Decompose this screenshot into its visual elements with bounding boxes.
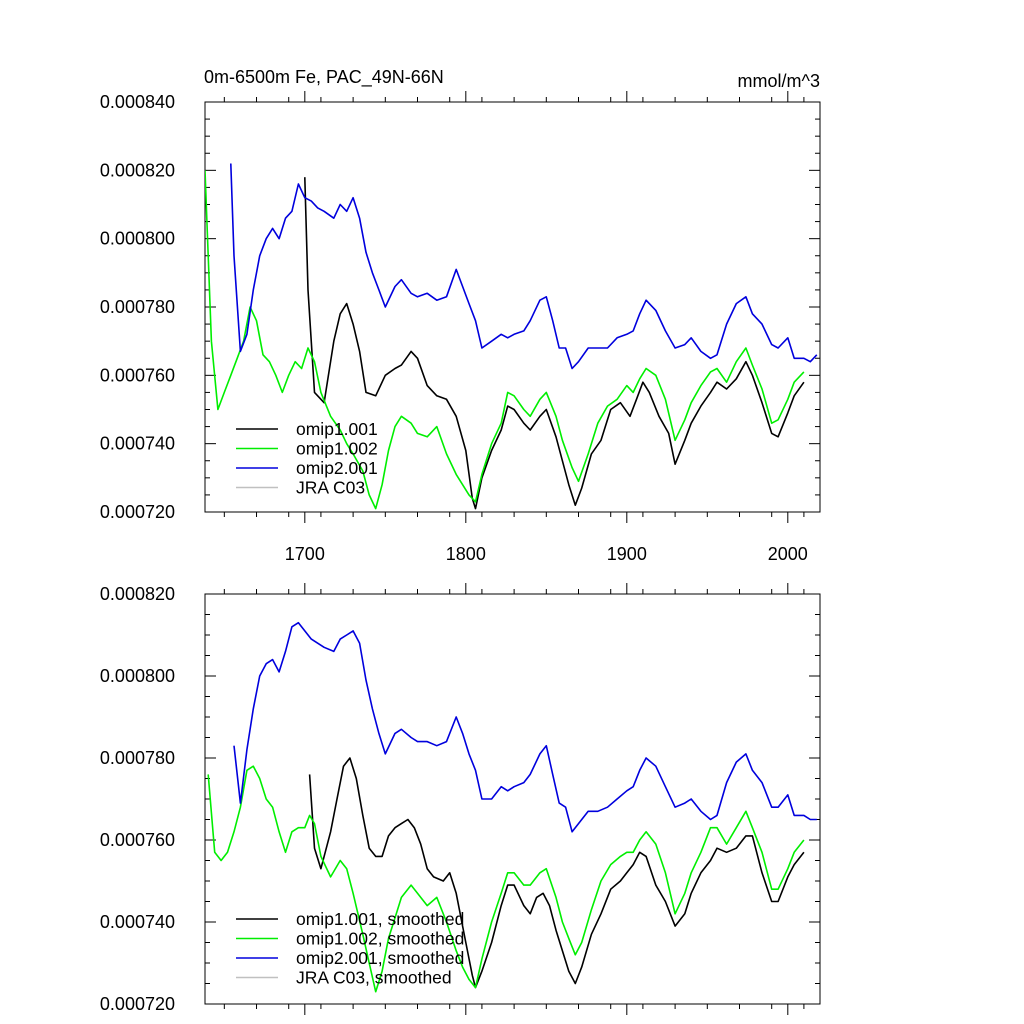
legend-label: omip1.002, smoothed: [296, 929, 464, 949]
chart-title: 0m-6500m Fe, PAC_49N-66N: [204, 67, 444, 88]
y-tick-label: 0.000800: [100, 229, 175, 249]
series-line-omip1-002: [205, 170, 805, 510]
x-tick-label: 1900: [607, 544, 647, 564]
y-tick-label: 0.000760: [100, 830, 175, 850]
y-tick-label: 0.000720: [100, 994, 175, 1014]
legend-label: omip2.001, smoothed: [296, 948, 464, 968]
y-tick-label: 0.000780: [100, 748, 175, 768]
series-group: [207, 621, 817, 993]
series-line-omip1-001-smoothed: [308, 757, 805, 989]
y-tick-label: 0.000820: [100, 584, 175, 604]
series-line-omip2-001: [230, 163, 818, 370]
legend-label: omip1.001: [296, 419, 378, 439]
y-tick-label: 0.000760: [100, 365, 175, 385]
series-group: [205, 163, 818, 510]
x-tick-label: 1800: [446, 544, 486, 564]
legend-label: omip1.001, smoothed: [296, 909, 464, 929]
y-tick-label: 0.000740: [100, 912, 175, 932]
x-tick-label: 1700: [285, 544, 325, 564]
y-tick-label: 0.000820: [100, 160, 175, 180]
units-label: mmol/m^3: [738, 71, 820, 91]
y-tick-label: 0.000800: [100, 666, 175, 686]
series-line-omip1-001: [304, 177, 805, 510]
y-tick-label: 0.000780: [100, 297, 175, 317]
legend-label: JRA C03, smoothed: [296, 968, 452, 988]
legend-label: JRA C03: [296, 478, 365, 498]
series-line-omip2-001-smoothed: [233, 621, 817, 833]
y-tick-label: 0.000840: [100, 92, 175, 112]
top-panel: 0m-6500m Fe, PAC_49N-66N mmol/m^3 0.0007…: [100, 67, 821, 564]
series-line-omip1-002-smoothed: [207, 765, 805, 993]
x-tick-label: 2000: [768, 544, 808, 564]
bottom-panel: 0.000720 0.000740 0.000760 0.000780 0.000800…: [100, 583, 821, 1015]
y-tick-label: 0.000720: [100, 502, 175, 522]
y-tick-label: 0.000740: [100, 434, 175, 454]
legend-label: omip2.001: [296, 458, 378, 478]
legend-label: omip1.002: [296, 439, 378, 459]
